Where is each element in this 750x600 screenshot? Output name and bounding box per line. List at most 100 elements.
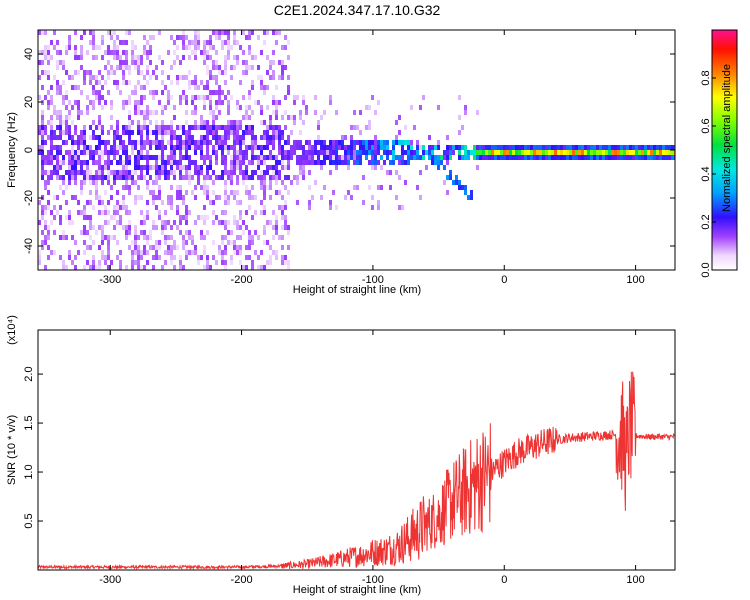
- spectrogram-cell: [131, 240, 134, 245]
- spectrogram-cell: [89, 30, 92, 35]
- spectrogram-cell: [206, 130, 209, 135]
- spectrogram-cell: [134, 260, 137, 265]
- spectrogram-cell: [269, 165, 272, 170]
- spectrogram-cell: [248, 105, 251, 110]
- spectrogram-cell: [233, 125, 236, 130]
- spectrogram-cell: [233, 120, 236, 125]
- spectrogram-cell: [170, 255, 173, 260]
- spectrogram-cell: [128, 70, 131, 75]
- spectrogram-cell: [524, 150, 527, 155]
- spectrogram-cell: [176, 245, 179, 250]
- spectrogram-cell: [398, 155, 401, 160]
- spectrogram-cell: [476, 145, 479, 150]
- spectrogram-cell: [287, 55, 290, 60]
- spectrogram-cell: [236, 175, 239, 180]
- spectrogram-cell: [53, 105, 56, 110]
- spectrogram-cell: [218, 100, 221, 105]
- spectrogram-cell: [182, 155, 185, 160]
- spectrogram-cell: [164, 260, 167, 265]
- spectrogram-cell: [215, 260, 218, 265]
- spectrogram-cell: [305, 140, 308, 145]
- spectrogram-cell: [143, 50, 146, 55]
- spectrogram-cell: [110, 195, 113, 200]
- spectrogram-cell: [203, 95, 206, 100]
- spectrogram-cell: [77, 150, 80, 155]
- spectrogram-cell: [218, 220, 221, 225]
- spectrogram-cell: [260, 175, 263, 180]
- spectrogram-cell: [77, 170, 80, 175]
- spectrogram-cell: [308, 150, 311, 155]
- spectrogram-cell: [410, 150, 413, 155]
- spectrogram-cell: [401, 140, 404, 145]
- spectrogram-cell: [377, 205, 380, 210]
- spectrogram-cell: [242, 130, 245, 135]
- spectrogram-cell: [215, 135, 218, 140]
- spectrogram-cell: [50, 155, 53, 160]
- spectrogram-cell: [212, 120, 215, 125]
- spectrogram-cell: [98, 70, 101, 75]
- spectrogram-cell: [83, 130, 86, 135]
- spectrogram-cell: [107, 235, 110, 240]
- spectrogram-cell: [89, 125, 92, 130]
- spectrogram-cell: [122, 205, 125, 210]
- spectrogram-cell: [221, 125, 224, 130]
- spectrogram-cell: [77, 100, 80, 105]
- spectrogram-cell: [221, 250, 224, 255]
- spectrogram-cell: [149, 140, 152, 145]
- spectrogram-cell: [167, 75, 170, 80]
- spectrogram-cell: [41, 160, 44, 165]
- spectrogram-cell: [464, 185, 467, 190]
- spectrogram-cell: [350, 135, 353, 140]
- spectrogram-cell: [65, 265, 68, 270]
- spectrogram-cell: [134, 235, 137, 240]
- spectrogram-cell: [89, 180, 92, 185]
- spectrogram-cell: [155, 110, 158, 115]
- spectrogram-cell: [242, 95, 245, 100]
- spectrogram-cell: [212, 255, 215, 260]
- spectrogram-cell: [308, 205, 311, 210]
- spectrogram-cell: [278, 160, 281, 165]
- spectrogram-cell: [80, 185, 83, 190]
- spectrogram-cell: [257, 160, 260, 165]
- spectrogram-cell: [89, 245, 92, 250]
- spectrogram-cell: [218, 30, 221, 35]
- spectrogram-cell: [476, 155, 479, 160]
- spectrogram-cell: [554, 145, 557, 150]
- spectrogram-cell: [431, 145, 434, 150]
- spectrogram-cell: [488, 150, 491, 155]
- spectrogram-cell: [248, 90, 251, 95]
- spectrogram-cell: [278, 100, 281, 105]
- spectrogram-cell: [56, 210, 59, 215]
- spectrogram-cell: [134, 245, 137, 250]
- spectrogram-cell: [203, 235, 206, 240]
- spectrogram-cell: [377, 150, 380, 155]
- spectrogram-cell: [206, 50, 209, 55]
- spectrogram-cell: [242, 265, 245, 270]
- spectrogram-cell: [86, 110, 89, 115]
- spectrogram-cell: [242, 70, 245, 75]
- spectrogram-cell: [149, 120, 152, 125]
- spectrogram-cell: [479, 145, 482, 150]
- spectrogram-cell: [338, 145, 341, 150]
- spectrogram-cell: [272, 210, 275, 215]
- spectrogram-cell: [473, 155, 476, 160]
- spectrogram-cell: [245, 170, 248, 175]
- spectrogram-ytick-label: 40: [23, 48, 35, 60]
- snr-scale-label: (x10⁴): [6, 315, 18, 345]
- colorbar-tick-label: 0.4: [700, 166, 712, 181]
- spectrogram-cell: [434, 160, 437, 165]
- spectrogram-cell: [284, 220, 287, 225]
- spectrogram-cell: [77, 85, 80, 90]
- spectrogram-cell: [590, 155, 593, 160]
- spectrogram-cell: [179, 230, 182, 235]
- spectrogram-cell: [161, 145, 164, 150]
- spectrogram-cell: [158, 145, 161, 150]
- spectrogram-cell: [209, 90, 212, 95]
- spectrogram-cell: [227, 35, 230, 40]
- spectrogram-cell: [128, 230, 131, 235]
- spectrogram-cell: [131, 175, 134, 180]
- spectrogram-cell: [242, 140, 245, 145]
- spectrogram-cell: [260, 155, 263, 160]
- spectrogram-cell: [212, 110, 215, 115]
- spectrogram-cell: [260, 105, 263, 110]
